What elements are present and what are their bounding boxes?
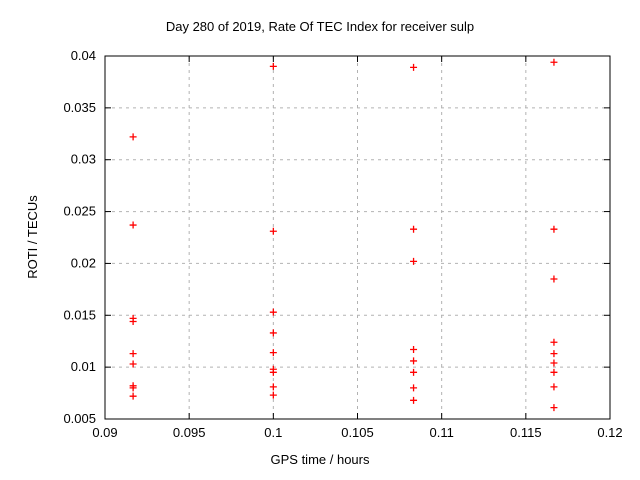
y-tick-label: 0.005 xyxy=(63,411,96,426)
data-point xyxy=(129,318,137,326)
y-tick-label: 0.03 xyxy=(71,152,96,167)
x-tick-label: 0.11 xyxy=(429,425,453,440)
data-point xyxy=(129,384,137,392)
data-point xyxy=(129,133,137,141)
data-point xyxy=(269,62,277,70)
data-point xyxy=(410,257,418,265)
y-tick-label: 0.035 xyxy=(63,100,96,115)
x-tick-label: 0.105 xyxy=(341,425,374,440)
data-point xyxy=(550,359,558,367)
data-point xyxy=(269,391,277,399)
x-tick-label: 0.1 xyxy=(264,425,282,440)
data-point xyxy=(269,349,277,357)
y-tick-label: 0.02 xyxy=(71,255,96,270)
data-point xyxy=(550,338,558,346)
data-point xyxy=(550,225,558,233)
x-axis-label: GPS time / hours xyxy=(270,452,370,467)
data-point xyxy=(129,350,137,358)
x-tick-label: 0.09 xyxy=(92,425,117,440)
y-tick-label: 0.01 xyxy=(71,359,96,374)
data-point xyxy=(269,308,277,316)
data-point xyxy=(550,275,558,283)
data-point xyxy=(129,221,137,229)
y-tick-label: 0.04 xyxy=(71,48,96,63)
data-point xyxy=(410,368,418,376)
x-tick-label: 0.095 xyxy=(173,425,206,440)
x-tick-label: 0.115 xyxy=(510,425,542,440)
y-tick-label: 0.025 xyxy=(63,204,96,219)
data-point xyxy=(269,383,277,391)
y-tick-label: 0.015 xyxy=(63,307,96,322)
data-point xyxy=(410,357,418,365)
data-point xyxy=(269,329,277,337)
data-point xyxy=(410,63,418,71)
data-point xyxy=(410,346,418,354)
data-point xyxy=(129,360,137,368)
data-point xyxy=(410,225,418,233)
data-point xyxy=(269,227,277,235)
data-point xyxy=(269,368,277,376)
data-point xyxy=(550,350,558,358)
data-point xyxy=(550,368,558,376)
chart-title: Day 280 of 2019, Rate Of TEC Index for r… xyxy=(165,19,475,34)
data-point xyxy=(129,392,137,400)
data-point xyxy=(550,58,558,66)
data-point xyxy=(550,383,558,391)
x-tick-label: 0.12 xyxy=(597,425,622,440)
data-point xyxy=(550,404,558,412)
data-point xyxy=(410,396,418,404)
data-point xyxy=(410,384,418,392)
